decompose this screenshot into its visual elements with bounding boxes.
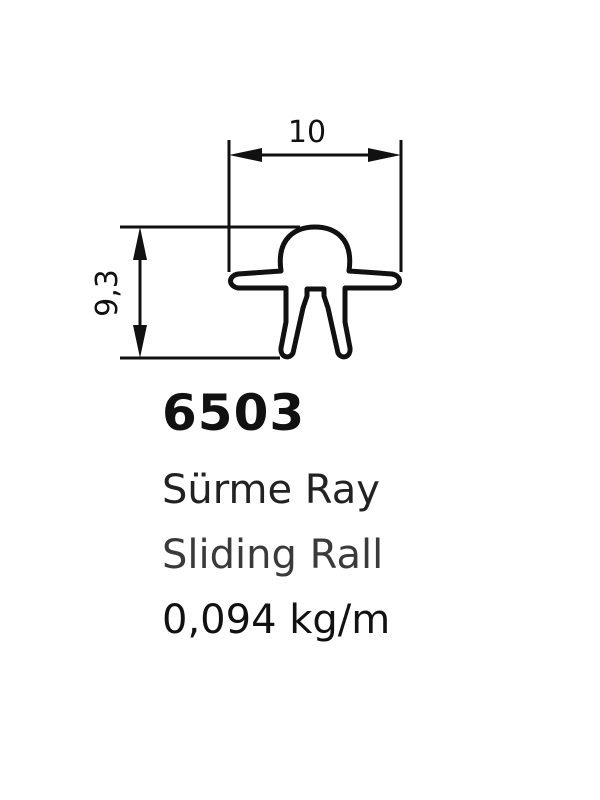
height-arrowheads	[133, 227, 147, 358]
height-dimension-label: 9,3	[90, 269, 125, 317]
product-code: 6503	[162, 384, 306, 442]
width-arrowheads	[229, 148, 401, 162]
width-arrow-left	[229, 148, 262, 162]
product-name-english: Sliding Rall	[162, 532, 384, 578]
product-weight: 0,094 kg/m	[162, 597, 391, 643]
height-arrow-bottom	[133, 325, 147, 358]
width-dimension	[227, 140, 403, 272]
height-dimension	[120, 225, 300, 360]
product-name-turkish: Sürme Ray	[162, 467, 380, 513]
profile-drawing: 10 9,3	[90, 115, 403, 360]
width-dimension-label: 10	[288, 115, 326, 150]
rail-profile-outline	[228, 224, 402, 360]
width-arrow-right	[368, 148, 401, 162]
height-arrow-top	[133, 227, 147, 260]
